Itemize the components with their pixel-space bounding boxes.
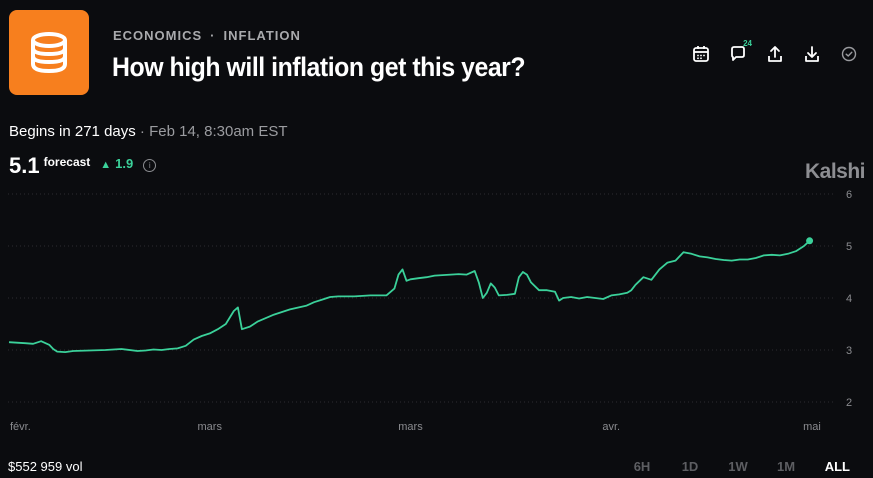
breadcrumb-separator: · [210,28,216,43]
comment-icon [731,46,745,61]
breadcrumb-category[interactable]: ECONOMICS [113,28,203,43]
range-button-1w[interactable]: 1W [728,459,748,474]
x-tick-label: févr. [10,421,31,433]
calendar-button[interactable] [691,44,711,64]
x-tick-label: mai [803,421,821,433]
forecast-summary: 5.1 forecast ▲ 1.9 i [9,153,157,179]
forecast-change: ▲ 1.9 [100,156,133,171]
event-start-info: Begins in 271 days · Feb 14, 8:30am EST [9,123,288,140]
range-button-6h[interactable]: 6H [633,459,651,474]
breadcrumb-subcategory[interactable]: INFLATION [223,28,301,43]
page-title: How high will inflation get this year? [112,52,526,82]
begins-detail: · Feb 14, 8:30am EST [135,123,288,140]
x-tick-label: mars [398,421,423,433]
y-tick-label: 6 [846,189,852,201]
begins-label: Begins in 271 days [9,123,136,140]
latest-point-marker [806,237,814,245]
check-circle-icon [841,46,857,62]
y-tick-label: 2 [846,397,852,409]
category-logo [9,10,89,95]
x-tick-label: avr. [602,421,620,433]
calendar-icon [693,46,709,62]
breadcrumb: ECONOMICS · INFLATION [113,28,301,43]
y-tick-label: 5 [846,241,852,253]
y-tick-label: 4 [846,293,852,305]
forecast-change-value: 1.9 [115,156,134,171]
info-icon[interactable]: i [143,159,157,172]
comment-count-badge: 24 [743,39,752,48]
follow-button[interactable] [839,44,859,64]
kalshi-wordmark: Kalshi [804,160,866,183]
up-arrow-icon: ▲ [100,159,112,171]
share-icon [768,46,782,62]
volume-label: $552 959 vol [8,459,83,474]
forecast-value: 5.1 [9,153,40,178]
share-button[interactable] [765,44,785,64]
range-button-1d[interactable]: 1D [681,459,699,474]
x-tick-label: mars [198,421,223,433]
download-icon [805,46,819,62]
header-toolbar: 24 [691,39,859,64]
comments-button[interactable]: 24 [728,39,752,64]
forecast-series-line [8,240,811,353]
y-tick-label: 3 [846,345,852,357]
database-icon [31,31,67,73]
download-button[interactable] [802,44,822,64]
range-button-1m[interactable]: 1M [776,459,796,474]
range-button-all[interactable]: ALL [824,459,850,474]
forecast-chart: 6 5 4 3 2 févr. mars mars avr. mai [8,189,852,433]
forecast-label: forecast [43,155,91,169]
time-range-selector: 6H 1D 1W 1M ALL [618,459,850,474]
